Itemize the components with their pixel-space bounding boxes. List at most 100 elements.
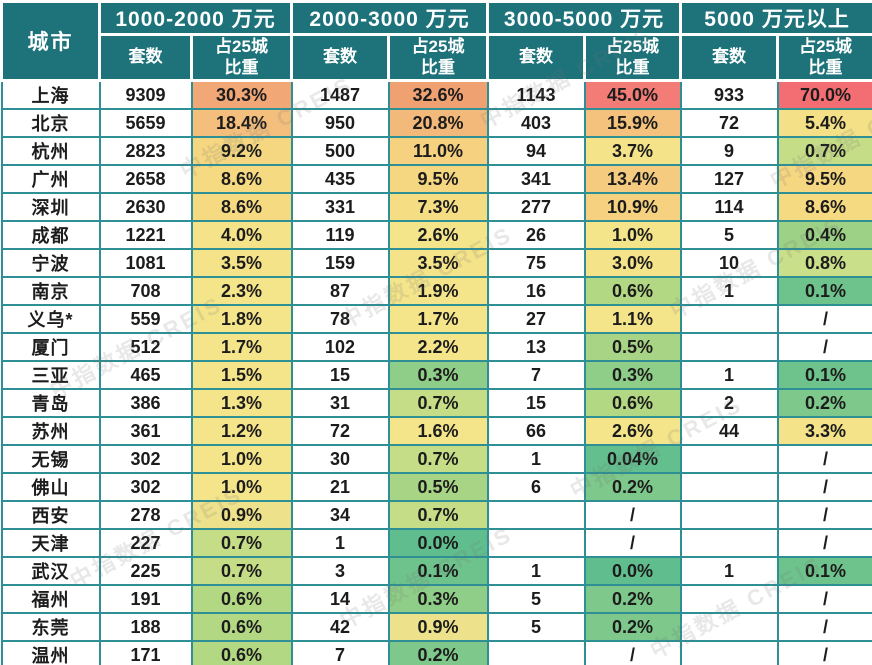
count-cell [679, 500, 779, 530]
count-cell: 403 [486, 108, 586, 138]
city-cell: 武汉 [0, 556, 101, 586]
count-cell: 512 [98, 332, 193, 362]
count-cell: 435 [290, 164, 390, 194]
count-cell: 933 [679, 79, 779, 110]
count-cell: 559 [98, 304, 193, 334]
share-cell: 1.9% [387, 276, 489, 306]
share-cell: 1.1% [583, 304, 682, 334]
count-cell: 278 [98, 500, 193, 530]
count-cell: 1 [486, 556, 586, 586]
count-cell: 1 [679, 276, 779, 306]
table-row: 广州 2658 8.6% 435 9.5% 341 13.4% 127 9.5% [0, 164, 872, 194]
share-cell: 2.6% [387, 220, 489, 250]
table-row: 天津 227 0.7% 1 0.0% / / [0, 528, 872, 558]
table-body: 上海 9309 30.3% 1487 32.6% 1143 45.0% 933 70.0% 北京 5… [0, 79, 872, 665]
share-cell: / [776, 612, 872, 642]
share-cell: 0.3% [583, 360, 682, 390]
share-cell: 30.3% [190, 79, 293, 110]
count-cell: 302 [98, 444, 193, 474]
count-cell [679, 612, 779, 642]
count-cell: 72 [290, 416, 390, 446]
share-cell: 20.8% [387, 108, 489, 138]
sub-header-share: 占25城 比重 [189, 33, 294, 82]
count-cell [679, 472, 779, 502]
table-row: 青岛 386 1.3% 31 0.7% 15 0.6% 2 0.2% [0, 388, 872, 418]
count-cell [679, 528, 779, 558]
share-cell: 1.5% [190, 360, 293, 390]
count-cell: 2823 [98, 136, 193, 166]
count-cell [486, 528, 586, 558]
count-cell: 27 [486, 304, 586, 334]
count-cell [679, 444, 779, 474]
share-cell: 5.4% [776, 108, 872, 138]
share-cell: 0.6% [190, 640, 293, 665]
share-cell: 0.6% [583, 276, 682, 306]
share-cell: 0.1% [776, 556, 872, 586]
share-cell: 3.5% [190, 248, 293, 278]
count-cell: 15 [290, 360, 390, 390]
share-cell: / [776, 332, 872, 362]
share-cell: / [776, 584, 872, 614]
table-row: 杭州 2823 9.2% 500 11.0% 94 3.7% 9 0.7% [0, 136, 872, 166]
count-cell: 102 [290, 332, 390, 362]
share-cell: 9.5% [776, 164, 872, 194]
share-cell: 0.2% [583, 472, 682, 502]
share-cell: 0.2% [583, 612, 682, 642]
share-cell: 0.7% [190, 556, 293, 586]
count-cell: 2 [679, 388, 779, 418]
sub-header-count: 套数 [679, 33, 780, 82]
count-cell: 31 [290, 388, 390, 418]
share-cell: 1.2% [190, 416, 293, 446]
share-cell: / [583, 640, 682, 665]
count-cell: 5 [486, 584, 586, 614]
city-cell: 深圳 [0, 192, 101, 222]
share-cell: 1.0% [583, 220, 682, 250]
count-cell: 1081 [98, 248, 193, 278]
share-cell: 0.7% [387, 500, 489, 530]
count-cell: 159 [290, 248, 390, 278]
count-cell: 1 [290, 528, 390, 558]
share-cell: 0.8% [776, 248, 872, 278]
count-cell: 66 [486, 416, 586, 446]
share-cell: 8.6% [776, 192, 872, 222]
share-cell: 18.4% [190, 108, 293, 138]
share-cell: 0.2% [776, 388, 872, 418]
share-cell: 0.7% [776, 136, 872, 166]
city-cell: 南京 [0, 276, 101, 306]
count-cell: 127 [679, 164, 779, 194]
city-cell: 杭州 [0, 136, 101, 166]
table-row: 东莞 188 0.6% 42 0.9% 5 0.2% / [0, 612, 872, 642]
count-cell [679, 584, 779, 614]
count-cell [679, 304, 779, 334]
city-cell: 三亚 [0, 360, 101, 390]
count-cell: 1487 [290, 79, 390, 110]
share-cell: / [776, 500, 872, 530]
share-cell: 8.6% [190, 192, 293, 222]
count-cell: 10 [679, 248, 779, 278]
share-cell: 0.5% [583, 332, 682, 362]
count-cell: 114 [679, 192, 779, 222]
table-row: 三亚 465 1.5% 15 0.3% 7 0.3% 1 0.1% [0, 360, 872, 390]
share-cell: 0.7% [387, 388, 489, 418]
share-cell: 8.6% [190, 164, 293, 194]
count-cell [486, 500, 586, 530]
count-cell: 1 [679, 360, 779, 390]
table-row: 义乌* 559 1.8% 78 1.7% 27 1.1% / [0, 304, 872, 334]
count-cell: 9309 [98, 79, 193, 110]
table-row: 温州 171 0.6% 7 0.2% / / [0, 640, 872, 665]
table-row: 南京 708 2.3% 87 1.9% 16 0.6% 1 0.1% [0, 276, 872, 306]
city-cell: 东莞 [0, 612, 101, 642]
share-cell: 2.6% [583, 416, 682, 446]
count-cell: 1221 [98, 220, 193, 250]
count-cell: 361 [98, 416, 193, 446]
city-cell: 上海 [0, 79, 101, 110]
share-cell: 3.7% [583, 136, 682, 166]
count-cell: 500 [290, 136, 390, 166]
share-cell: 0.7% [190, 528, 293, 558]
share-cell: 1.0% [190, 444, 293, 474]
count-cell: 26 [486, 220, 586, 250]
share-cell: 0.0% [583, 556, 682, 586]
table-row: 佛山 302 1.0% 21 0.5% 6 0.2% / [0, 472, 872, 502]
share-cell: 0.3% [387, 360, 489, 390]
